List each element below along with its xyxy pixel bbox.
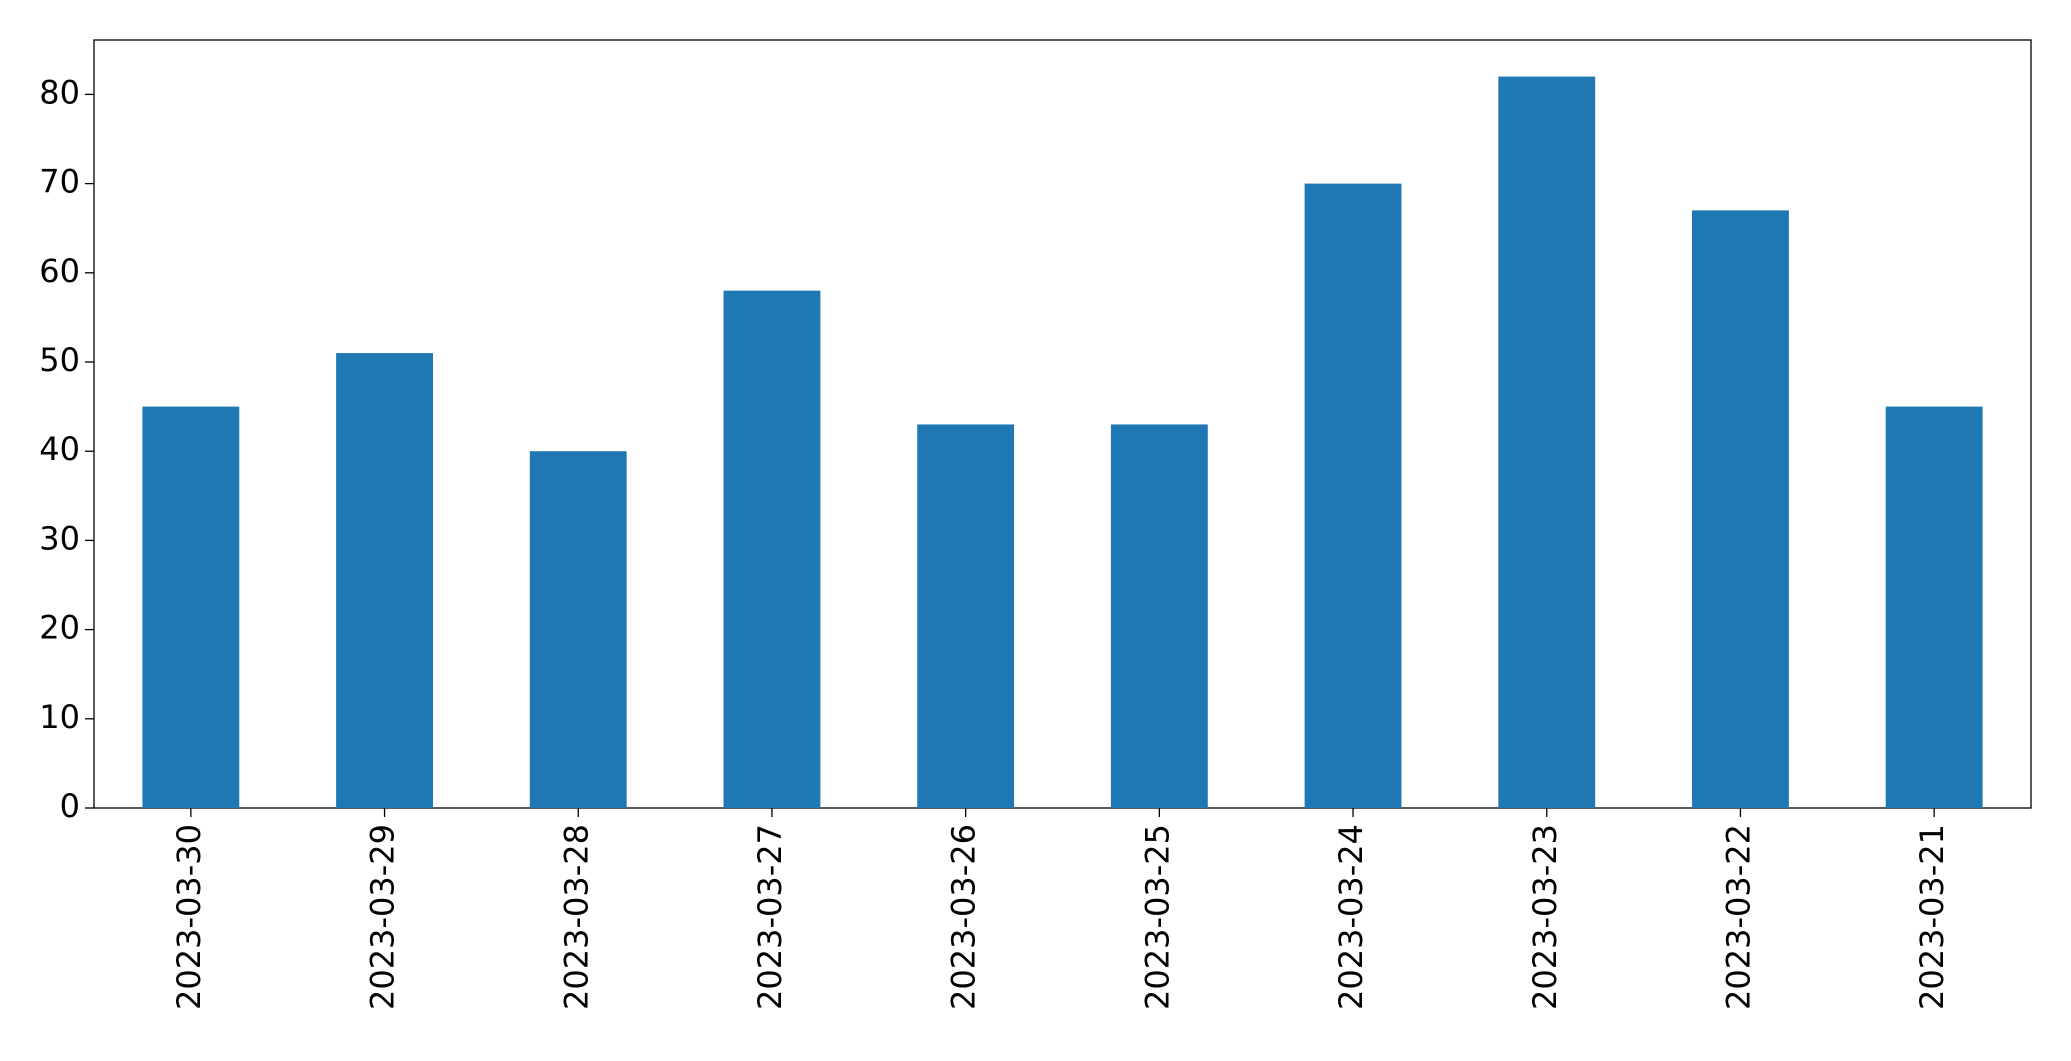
bar <box>1304 183 1402 809</box>
x-tick-label: 2023-03-22 <box>1719 824 1757 1010</box>
y-tick-label: 50 <box>39 341 80 379</box>
bar <box>1692 210 1789 809</box>
plot-frame <box>93 39 2032 809</box>
x-tick-label: 2023-03-24 <box>1332 824 1370 1010</box>
x-tick-label: 2023-03-23 <box>1526 824 1564 1010</box>
bar <box>723 290 821 808</box>
y-tick-label: 30 <box>39 519 80 557</box>
bar <box>917 424 1015 808</box>
bar <box>529 451 627 808</box>
x-tick-label: 2023-03-27 <box>751 824 789 1010</box>
x-tick-label: 2023-03-30 <box>170 824 208 1010</box>
bar <box>142 406 240 808</box>
bar <box>1110 424 1208 808</box>
x-tick-label: 2023-03-25 <box>1138 824 1176 1010</box>
x-tick-label: 2023-03-26 <box>945 824 983 1010</box>
y-tick-label: 0 <box>60 787 80 825</box>
y-tick-label: 20 <box>39 609 80 647</box>
y-tick-label: 40 <box>39 430 80 468</box>
bar <box>1885 406 1983 808</box>
x-tick-label: 2023-03-29 <box>364 824 402 1010</box>
y-tick-label: 80 <box>39 73 80 111</box>
x-tick-label: 2023-03-21 <box>1913 824 1951 1010</box>
y-tick-label: 10 <box>39 698 80 736</box>
bar <box>1498 76 1596 809</box>
bar <box>336 353 433 808</box>
y-tick-label: 70 <box>39 163 80 201</box>
x-tick-label: 2023-03-28 <box>557 824 595 1010</box>
y-tick-label: 60 <box>39 252 80 290</box>
